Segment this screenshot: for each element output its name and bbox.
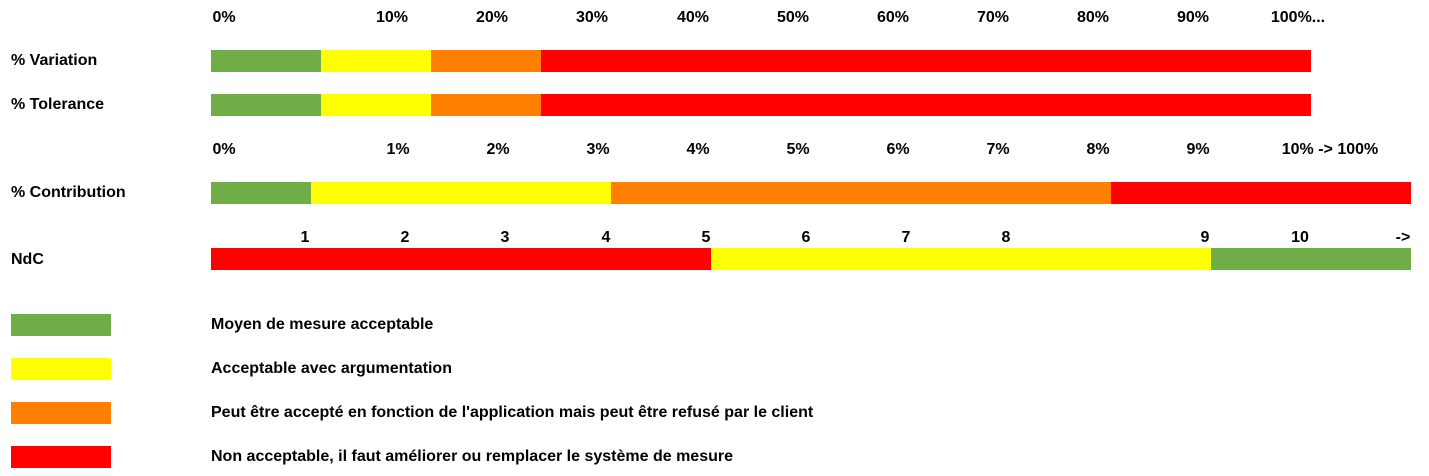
tick-label: 5 (701, 229, 711, 246)
tick-label: 7 (901, 229, 911, 246)
bar-segment (611, 182, 1111, 204)
legend-label: Non acceptable, il faut améliorer ou rem… (211, 448, 733, 465)
legend-swatch (11, 446, 111, 468)
bar-segment (1111, 182, 1411, 204)
legend-label: Moyen de mesure acceptable (211, 316, 434, 333)
tick-label: 80% (1076, 9, 1110, 26)
tick-label: 10 (1291, 229, 1309, 246)
tick-label: 6 (801, 229, 811, 246)
tick-label: 4 (601, 229, 611, 246)
legend-label: Acceptable avec argumentation (211, 360, 452, 377)
bar-segment (211, 182, 311, 204)
tick-label: 40% (676, 9, 710, 26)
tick-label: 8 (1001, 229, 1011, 246)
tick-label: 9 (1200, 229, 1210, 246)
legend-swatch (11, 358, 111, 380)
tick-label: 6% (886, 141, 910, 158)
tick-label: 0% (212, 141, 236, 158)
legend-swatch (11, 402, 111, 424)
tick-label: 3 (500, 229, 510, 246)
tick-label: 90% (1176, 9, 1210, 26)
bar-segment (211, 248, 711, 270)
bar-segment (311, 182, 611, 204)
tick-label: 1% (386, 141, 410, 158)
tick-label: 10% (375, 9, 409, 26)
bar-segment (541, 94, 1311, 116)
row-label: % Variation (11, 52, 98, 69)
bar-segment (1211, 248, 1411, 270)
tick-label: 8% (1086, 141, 1110, 158)
bar-segment (321, 50, 431, 72)
bar-segment (431, 94, 541, 116)
bar-segment (211, 94, 321, 116)
legend-swatch (11, 314, 111, 336)
tick-label: 60% (876, 9, 910, 26)
bar-segment (541, 50, 1311, 72)
row-label: % Tolerance (11, 96, 105, 113)
tick-label: -> (1395, 229, 1411, 246)
bar-segment (321, 94, 431, 116)
tick-label: 30% (575, 9, 609, 26)
tick-label: 100%... (1270, 9, 1326, 26)
tick-label: 70% (976, 9, 1010, 26)
bar-segment (711, 248, 1211, 270)
tick-label: 2% (486, 141, 510, 158)
tick-label: 50% (776, 9, 810, 26)
tick-label: 4% (686, 141, 710, 158)
row-label: NdC (11, 251, 44, 268)
row-label: % Contribution (11, 184, 126, 201)
tick-label: 10% -> 100% (1281, 141, 1379, 158)
tick-label: 7% (986, 141, 1010, 158)
tick-label: 3% (586, 141, 610, 158)
bar-segment (211, 50, 321, 72)
tick-label: 20% (475, 9, 509, 26)
tick-label: 9% (1186, 141, 1210, 158)
tick-label: 1 (300, 229, 310, 246)
bar-segment (431, 50, 541, 72)
tick-label: 0% (212, 9, 236, 26)
tick-label: 2 (400, 229, 410, 246)
legend-label: Peut être accepté en fonction de l'appli… (211, 404, 814, 421)
tick-label: 5% (786, 141, 810, 158)
